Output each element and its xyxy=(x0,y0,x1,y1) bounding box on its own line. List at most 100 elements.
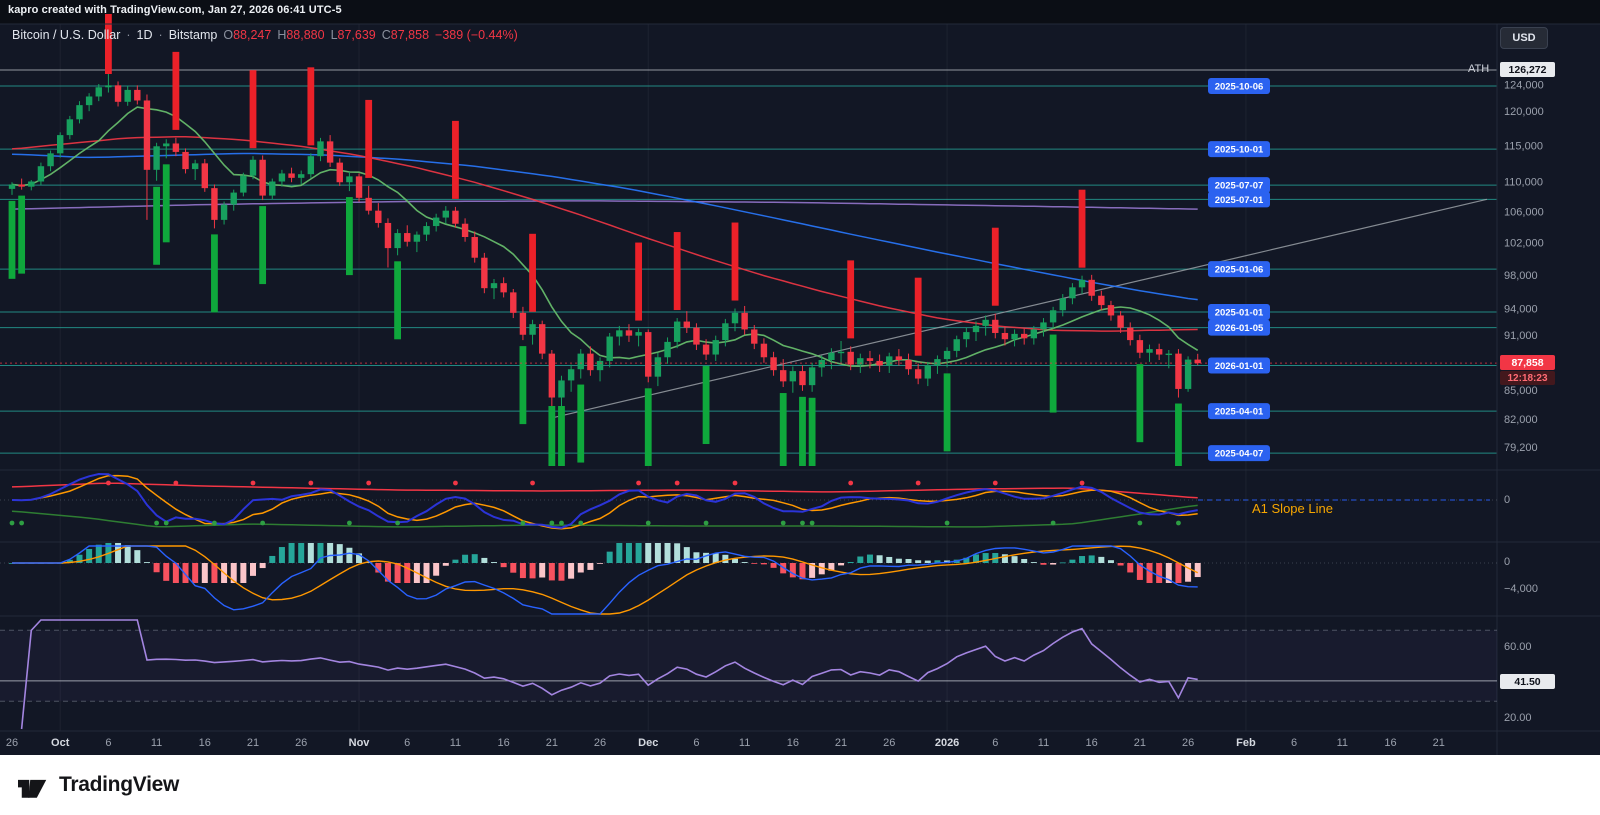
macd-histogram-bar xyxy=(384,563,391,582)
slope-line-label[interactable]: A1 Slope Line xyxy=(1252,501,1333,516)
candle-body xyxy=(548,353,556,398)
symbol-title[interactable]: Bitcoin / U.S. Dollar xyxy=(12,28,121,42)
candle-body xyxy=(124,89,131,102)
macd-histogram-bar xyxy=(288,543,295,563)
gridlines-layer xyxy=(59,24,1247,731)
candle-body xyxy=(153,146,160,170)
time-axis-tick: 2026 xyxy=(935,737,959,749)
macd-histogram-bar xyxy=(211,563,218,583)
candle-body xyxy=(1040,322,1047,330)
ma-200 xyxy=(11,200,1198,210)
panel1-buy-dot xyxy=(347,520,352,526)
buy-signal-arrow xyxy=(799,396,806,466)
panel1-buy-dot xyxy=(703,520,709,526)
level-date-badge[interactable] xyxy=(1208,303,1270,320)
level-date-badge[interactable] xyxy=(1208,357,1270,374)
time-axis-tick: 16 xyxy=(498,737,510,749)
macd-histogram-bar xyxy=(838,563,845,566)
tradingview-logo-icon[interactable] xyxy=(18,773,50,798)
time-axis-tick: 16 xyxy=(787,737,799,749)
macd-histogram-bar xyxy=(298,543,305,563)
panel1-buy-dot xyxy=(559,520,564,526)
macd-histogram-bar xyxy=(163,563,170,581)
candle-body xyxy=(355,176,363,198)
panel1-buy-dot xyxy=(944,520,950,526)
level-date-badge[interactable] xyxy=(1208,177,1270,194)
candle-body xyxy=(500,283,507,293)
macd-histogram-bar xyxy=(597,563,604,564)
macd-histogram-bar xyxy=(876,555,883,563)
indicator1-zero-label: 0 xyxy=(1504,494,1511,506)
level-date-badge[interactable] xyxy=(1208,77,1270,94)
panel1-buy-dot xyxy=(395,520,400,526)
currency-toggle-button[interactable]: USD xyxy=(1500,27,1548,49)
candle-body xyxy=(259,159,266,196)
sell-signal-arrow xyxy=(307,67,315,146)
candle-body xyxy=(461,223,469,237)
sell-signal-arrow xyxy=(529,233,536,312)
macd-histogram-bar xyxy=(452,559,459,563)
chart-canvas[interactable]: 2025-10-06 2025-10-01 2025-07-07 2025-07-01… xyxy=(0,0,1600,755)
panel1-sell-dot xyxy=(992,480,998,486)
macd-histogram-bar xyxy=(982,553,989,563)
level-date-badge[interactable] xyxy=(1208,261,1270,278)
ma-100 xyxy=(11,152,1198,301)
panel1-sell-dot xyxy=(732,480,738,486)
sell-signal-arrow xyxy=(731,222,739,301)
macd-histogram-bar xyxy=(481,557,488,563)
candle-body xyxy=(683,321,690,328)
level-date-badge-text: 2025-04-07 xyxy=(1215,449,1264,460)
price-axis-tick: 115,000 xyxy=(1504,141,1543,153)
candle-body xyxy=(1165,353,1172,356)
candle-body xyxy=(1194,359,1201,364)
candle-body xyxy=(1136,340,1144,353)
candle-body xyxy=(799,371,806,386)
macd-histogram-bar xyxy=(86,548,93,563)
level-date-badge[interactable] xyxy=(1208,319,1270,336)
macd-histogram-bar xyxy=(712,553,719,563)
candle-body xyxy=(1146,349,1153,353)
level-date-badge[interactable] xyxy=(1208,191,1270,208)
tradingview-brand[interactable]: TradingView xyxy=(59,773,180,796)
buy-signal-arrow xyxy=(808,397,816,466)
price-axis[interactable]: 124,000 120,000 115,000 110,000 106,000 102,0… xyxy=(1504,80,1544,454)
macd-histogram-bar xyxy=(606,551,613,563)
candle-body xyxy=(731,312,739,324)
panel1-buy-dot xyxy=(212,520,217,526)
level-date-badge[interactable] xyxy=(1208,141,1270,158)
macd-histogram-bar xyxy=(915,560,922,563)
interval-label[interactable]: 1D xyxy=(136,28,153,42)
level-date-badge[interactable] xyxy=(1208,403,1270,420)
macd-histogram-bar xyxy=(1194,563,1201,578)
macd-histogram-bar xyxy=(568,563,575,579)
level-date-badge[interactable] xyxy=(1208,445,1270,462)
candle-body xyxy=(1049,310,1057,323)
panel1-buy-dot xyxy=(520,520,526,526)
time-axis[interactable]: 26 Oct 6 11 16 21 26 Nov 6 11 16 21 26 Dec 6 11 16 21 26 20… xyxy=(6,737,1445,749)
panel1-buy-dot xyxy=(1176,520,1181,526)
macd-histogram-bar xyxy=(124,545,131,563)
candle-body xyxy=(943,350,951,360)
candle-body xyxy=(1175,353,1182,389)
candle-body xyxy=(558,380,565,398)
macd-histogram-bar xyxy=(95,544,102,563)
candle-body xyxy=(760,343,768,358)
price-axis-tick: 124,000 xyxy=(1504,80,1544,92)
symbol-info-bar: Bitcoin / U.S. Dollar · 1D · Bitstamp O8… xyxy=(12,28,518,42)
candle-body xyxy=(163,143,170,147)
macd-histogram-bar xyxy=(664,543,671,563)
candle-body xyxy=(1011,333,1018,340)
panel1-buy-dot xyxy=(809,520,815,526)
macd-histogram-bar xyxy=(934,560,941,563)
trend-line[interactable] xyxy=(551,198,1488,419)
candle-body xyxy=(249,159,257,176)
level-badges-layer[interactable]: 2025-10-06 2025-10-01 2025-07-07 2025-07-01… xyxy=(1208,77,1270,462)
time-axis-tick: 16 xyxy=(199,737,211,749)
panel1-buy-dot xyxy=(800,520,805,526)
candle-body xyxy=(365,197,372,211)
panel1-sell-dot xyxy=(173,480,179,486)
time-axis-tick: 21 xyxy=(247,737,259,749)
buy-signal-arrow xyxy=(519,346,527,425)
ath-label: ATH xyxy=(1468,63,1490,75)
high-readout: H88,880 xyxy=(277,28,325,42)
